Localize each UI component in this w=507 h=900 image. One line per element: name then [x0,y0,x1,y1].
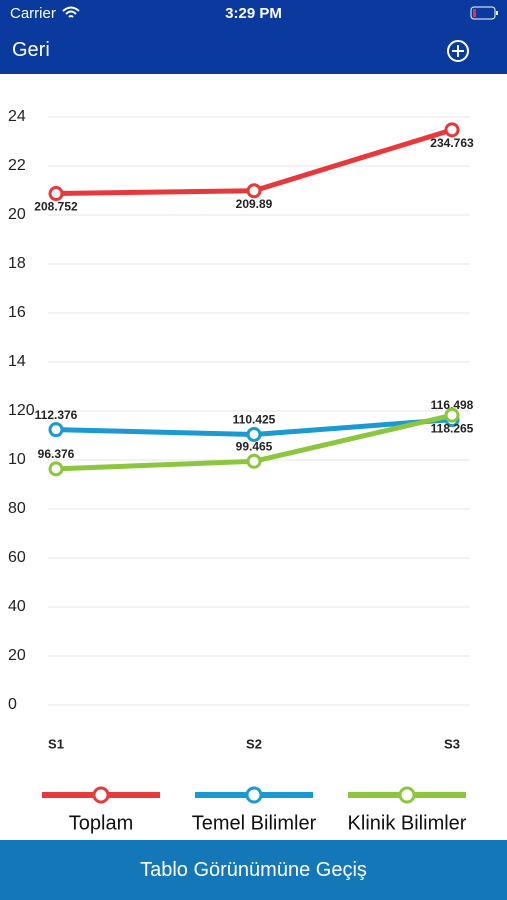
legend-marker [92,786,110,804]
value-label: 112.376 [35,408,78,422]
y-tick-label: 16 [8,304,26,321]
y-tick-label: 24 [8,108,26,125]
legend-marker [398,786,416,804]
clock: 3:29 PM [225,5,282,22]
add-button[interactable] [446,39,470,63]
point-marker [246,426,262,442]
value-label: 99.465 [236,439,273,453]
x-tick-label: S2 [246,736,262,751]
back-button[interactable]: Geri [12,39,50,61]
y-tick-label: 0 [8,696,17,713]
point-marker [444,407,460,423]
y-tick-label: 20 [8,206,26,223]
value-label: 209.89 [236,197,273,211]
y-tick-label: 22 [8,157,26,174]
point-marker [48,422,64,438]
y-tick-label: 20 [8,647,26,664]
y-tick-label: 14 [8,353,26,370]
x-tick-label: S3 [444,736,460,751]
chart: 24 22 20 18 16 14 120 10 80 60 40 20 0 S1 S2 S3 208.752 2… [8,108,474,834]
nav-bar: Geri [0,28,507,74]
value-label: 118.265 [431,421,474,435]
point-marker [444,122,460,138]
point-marker [246,183,262,199]
point-marker [48,186,64,202]
carrier: Carrier [10,5,56,22]
value-label: 116.498 [431,398,474,412]
legend-label: Temel Bilimler [192,812,317,834]
value-label: 110.425 [233,413,276,427]
legend-label: Toplam [69,812,133,834]
point-marker [246,453,262,469]
legend-marker [245,786,263,804]
y-tick-label: 120 [8,402,35,419]
value-label: 208.752 [34,200,78,214]
point-marker [48,461,64,477]
value-label: 234.763 [430,136,474,150]
battery-icon [470,6,498,20]
x-tick-label: S1 [48,736,64,751]
y-tick-label: 10 [8,451,26,468]
table-view-button[interactable]: Tablo Görünümüne Geçiş [0,840,507,900]
y-tick-label: 40 [8,598,26,615]
legend-label: Klinik Bilimler [348,812,467,834]
wifi-icon [62,6,80,18]
y-tick-label: 80 [8,500,26,517]
status-bar: Carrier 3:29 PM [0,0,507,28]
y-tick-label: 60 [8,549,26,566]
value-label: 96.376 [38,447,75,461]
y-tick-label: 18 [8,255,26,272]
